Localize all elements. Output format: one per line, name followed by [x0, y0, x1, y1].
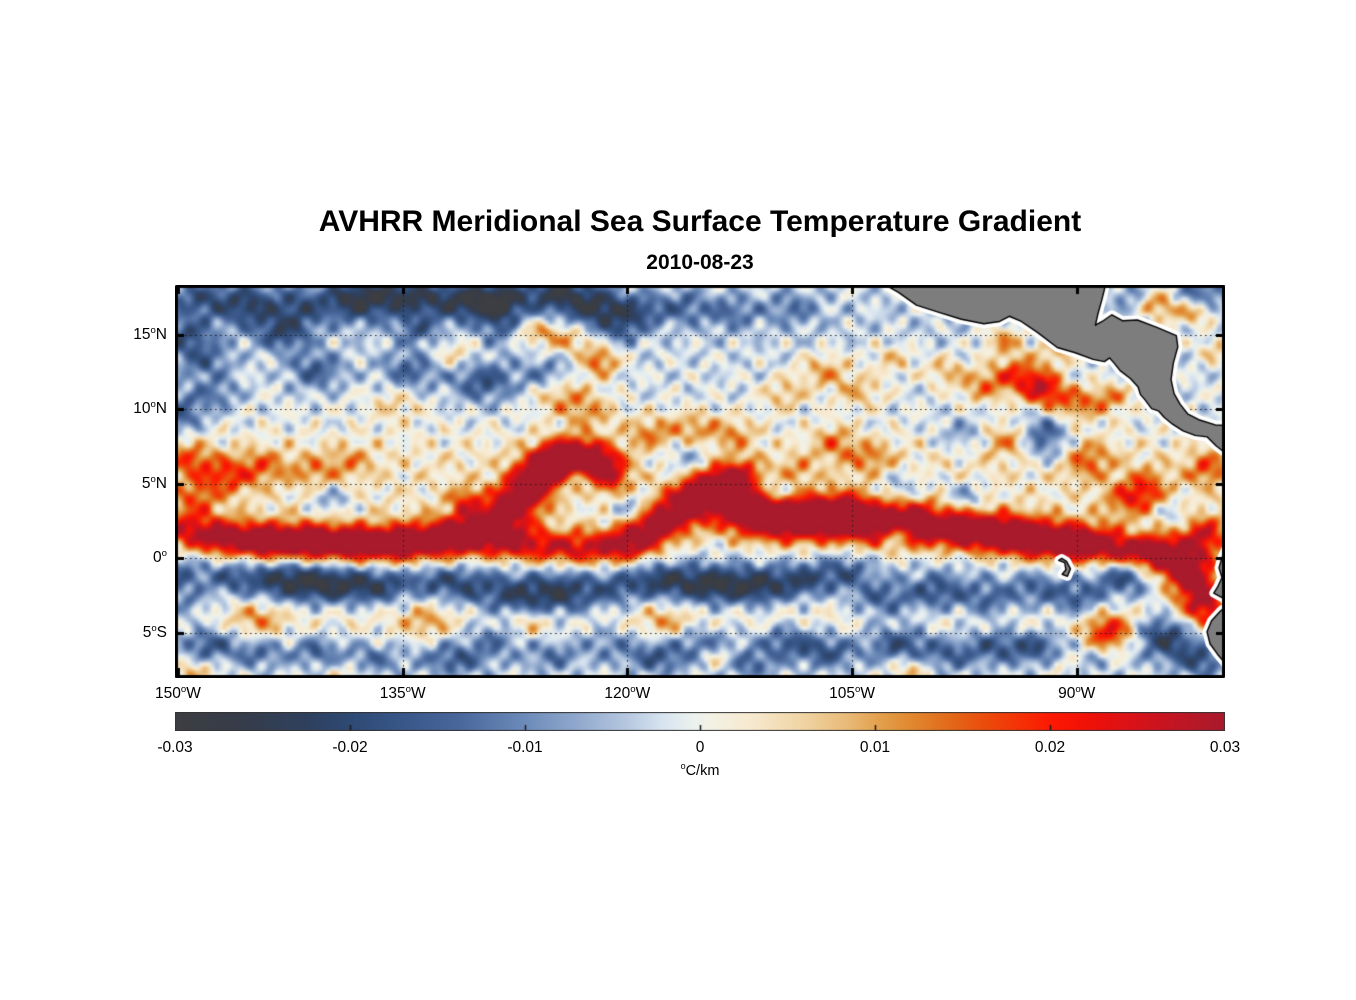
- colorbar-tick-label: 0.03: [1209, 739, 1241, 756]
- colorbar-units-label: oC/km: [350, 761, 1050, 779]
- chart-date: 2010-08-23: [646, 251, 754, 274]
- chart-title: AVHRR Meridional Sea Surface Temperature…: [318, 205, 1082, 238]
- colorbar-canvas: [175, 712, 1225, 731]
- x-tick-label: 120oW: [604, 684, 651, 703]
- y-tick-label: 15oN: [133, 324, 167, 344]
- degree-symbol: o: [680, 761, 686, 771]
- y-tick-label: 10oN: [133, 399, 167, 418]
- x-tick-label: 135oW: [379, 684, 426, 703]
- colorbar-tick-label: -0.02: [332, 739, 368, 756]
- y-tick-label: 5oN: [141, 473, 167, 492]
- y-tick-label: 0o: [153, 548, 167, 567]
- y-tick-label: 5oS: [142, 622, 167, 641]
- map-heatmap-canvas: [175, 285, 1225, 678]
- colorbar-tick-label: -0.01: [507, 739, 543, 756]
- colorbar-tick-label: 0.02: [1034, 739, 1066, 756]
- x-tick-label: 90oW: [1058, 684, 1096, 703]
- colorbar-tick-label: 0: [695, 739, 705, 756]
- units-text: C/km: [685, 762, 720, 779]
- colorbar-tick-label: 0.01: [859, 739, 891, 756]
- x-tick-label: 105oW: [829, 684, 875, 703]
- colorbar-tick-label: -0.03: [157, 739, 193, 756]
- x-tick-label: 150oW: [155, 684, 201, 703]
